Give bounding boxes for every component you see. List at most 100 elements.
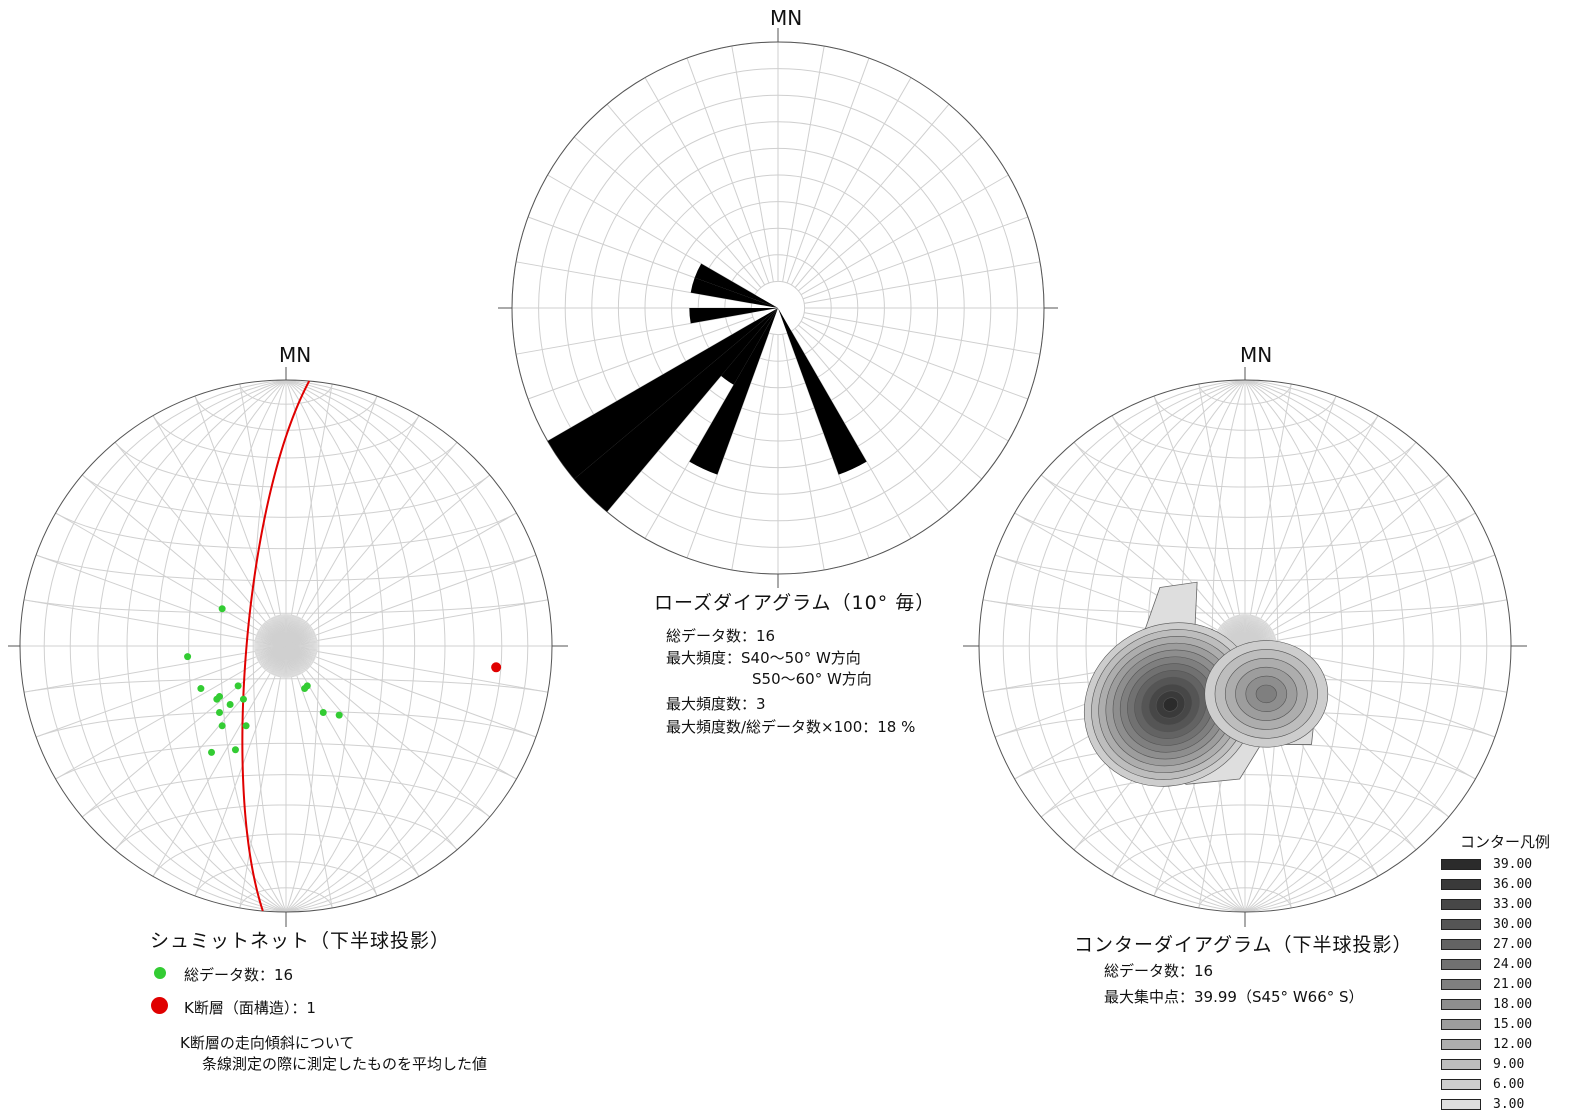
grid-spoke (315, 656, 537, 738)
grid-spoke (81, 666, 262, 818)
contour-legend-swatch (1441, 859, 1481, 870)
rose-spoke (782, 45, 825, 282)
grid-spoke (1255, 395, 1337, 617)
rose-spoke (800, 320, 1009, 442)
contour-legend-swatch (1441, 879, 1481, 890)
rose-spoke (782, 334, 825, 571)
grid-spoke (23, 599, 255, 641)
contour-legend-item: 6.00 (1441, 1076, 1571, 1096)
grid-spoke (194, 395, 276, 617)
grid-spoke (317, 651, 549, 693)
contour-legend-swatch (1441, 939, 1481, 950)
grid-spoke (1269, 474, 1450, 626)
data-point (197, 685, 205, 693)
contour-legend-label: 21.00 (1493, 977, 1533, 992)
contour-legend-item: 39.00 (1441, 856, 1571, 876)
contour-fills (1083, 581, 1329, 787)
data-point (301, 685, 309, 693)
contour-legend-item: 9.00 (1441, 1056, 1571, 1076)
contour-legend-swatch (1441, 999, 1481, 1010)
contour-title: コンターダイアグラム（下半球投影） (1074, 934, 1413, 956)
rose-spoke (802, 316, 1029, 400)
contour-legend-swatch (1441, 1079, 1481, 1090)
grid-spoke (301, 673, 420, 877)
grid-spoke (315, 554, 537, 636)
grid-spoke (239, 677, 281, 909)
contour-legend-swatch (1441, 1039, 1481, 1050)
contour-legend-label: 33.00 (1493, 897, 1533, 912)
schmidt-grid (8, 367, 568, 927)
contour-legend-label: 6.00 (1493, 1077, 1525, 1092)
grid-center-spoke (1243, 614, 1246, 647)
rose-spoke (731, 45, 774, 282)
rose-spoke (804, 312, 1041, 355)
legend-green-dot (154, 967, 166, 979)
data-point (216, 709, 223, 716)
fault-great-circle (241, 380, 311, 912)
contour-legend-label: 9.00 (1493, 1057, 1525, 1072)
rose-north-label: MN (770, 6, 803, 30)
rose-spoke (644, 77, 766, 286)
grid-spoke (291, 677, 333, 909)
grid-spoke (306, 441, 458, 622)
schmidt-north-label: MN (279, 343, 312, 367)
grid-spoke (1073, 441, 1225, 622)
rose-diagram (498, 28, 1058, 588)
grid-spoke (1260, 415, 1379, 619)
contour-legend-label: 18.00 (1493, 997, 1533, 1012)
contour-legend-label: 3.00 (1493, 1097, 1525, 1112)
rose-max-freq: 最大頻度：S40～50° W方向 (666, 649, 861, 667)
contour-legend-swatch (1441, 979, 1481, 990)
legend-red-label: K断層（面構造）：1 (184, 999, 316, 1017)
rose-spoke (790, 330, 912, 539)
grid-spoke (301, 415, 420, 619)
grid-spoke (306, 670, 458, 851)
rose-spoke (527, 316, 754, 400)
rose-spoke (686, 57, 770, 284)
grid-spoke (152, 415, 271, 619)
contour-legend-label: 36.00 (1493, 877, 1533, 892)
rose-spoke (798, 324, 983, 480)
rose-petal (689, 308, 778, 324)
contour-level (1255, 684, 1277, 704)
contour-legend-swatch (1441, 1019, 1481, 1030)
data-point (234, 682, 242, 690)
contour-max-point: 最大集中点：39.99（S45° W66° S） (1104, 988, 1364, 1006)
contour-legend-item: 36.00 (1441, 876, 1571, 896)
rose-spoke (802, 216, 1029, 300)
rose-petals (547, 263, 867, 512)
contour-legend-swatch (1441, 899, 1481, 910)
rose-spoke (794, 103, 950, 288)
schmidt-outline (19, 379, 553, 913)
grid-spoke (55, 512, 259, 631)
contour-legend-swatch (1441, 959, 1481, 970)
rose-spoke (794, 328, 950, 513)
grid-spoke (55, 661, 259, 780)
contour-legend-item: 21.00 (1441, 976, 1571, 996)
rose-petal (574, 308, 778, 512)
contour-legend-item: 30.00 (1441, 916, 1571, 936)
rose-petal (721, 308, 778, 385)
rose-outline (511, 41, 1045, 575)
grid-spoke (291, 383, 333, 615)
data-point (184, 653, 192, 661)
legend-red-dot (151, 997, 168, 1014)
grid-spoke (310, 666, 491, 818)
rose-spoke (573, 136, 758, 292)
grid-spoke (1265, 441, 1417, 622)
contour-legend-swatch (1441, 919, 1481, 930)
contour-level (1163, 697, 1179, 712)
contour-total: 総データ数：16 (1104, 962, 1214, 980)
contour-legend-label: 24.00 (1493, 957, 1533, 972)
grid-spoke (1250, 383, 1292, 615)
rose-spoke (800, 174, 1009, 296)
contour-north-label: MN (1240, 343, 1273, 367)
rose-max-count: 最大頻度数：3 (666, 695, 766, 713)
data-point (239, 695, 247, 703)
grid-spoke (296, 395, 378, 617)
grid-spoke (1276, 651, 1508, 693)
rose-petal (694, 263, 778, 308)
grid-spoke (1274, 554, 1496, 636)
contour-legend-item: 12.00 (1441, 1036, 1571, 1056)
data-point (218, 605, 226, 613)
